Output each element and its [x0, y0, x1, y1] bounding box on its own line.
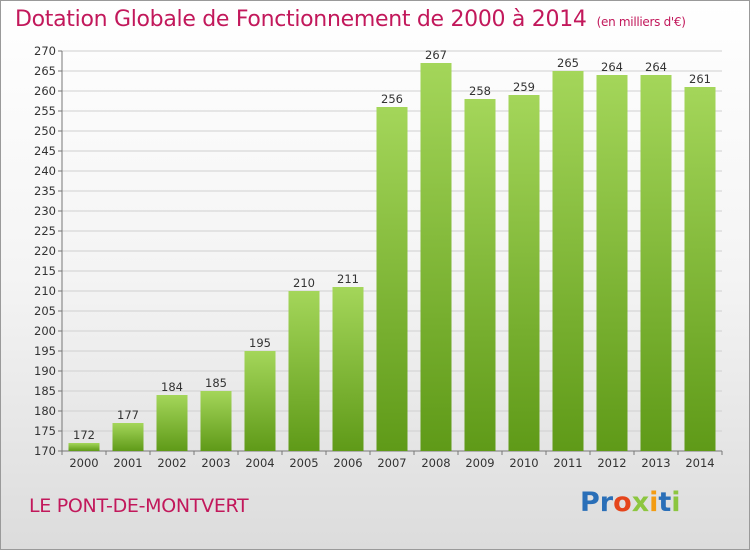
x-tick-label: 2006	[333, 456, 362, 470]
y-tick-label: 175	[34, 424, 56, 438]
y-tick-label: 270	[34, 44, 56, 58]
y-tick-label: 225	[34, 224, 56, 238]
proxiti-logo: Proxiti	[580, 487, 681, 518]
title-text: Dotation Globale de Fonctionnement de 20…	[15, 7, 587, 32]
y-tick-label: 220	[34, 244, 56, 258]
y-tick-label: 185	[34, 384, 56, 398]
bar	[112, 423, 144, 451]
y-tick-label: 190	[34, 364, 56, 378]
chart-title: Dotation Globale de Fonctionnement de 20…	[15, 7, 686, 32]
title-unit: (en milliers d'€)	[596, 15, 686, 29]
bars	[68, 63, 716, 451]
bar-value-label: 210	[293, 276, 315, 290]
x-tick-label: 2007	[377, 456, 406, 470]
bar-value-label: 172	[73, 428, 95, 442]
bar	[684, 87, 716, 451]
labels: 170 175 180 185 190 195 200 205 210 215 220 225 230 2…	[34, 44, 715, 470]
y-tick-label: 195	[34, 344, 56, 358]
logo-letter: o	[613, 487, 632, 518]
y-tick-label: 265	[34, 64, 56, 78]
bar-value-label: 259	[513, 80, 535, 94]
bar-value-label: 261	[689, 72, 711, 86]
bar-value-label: 258	[469, 84, 491, 98]
y-tick-label: 245	[34, 144, 56, 158]
bar	[332, 287, 364, 451]
logo-letter: r	[599, 487, 614, 518]
bar-value-label: 211	[337, 272, 359, 286]
bar	[376, 107, 408, 451]
x-tick-label: 2003	[201, 456, 230, 470]
logo-letter: i	[671, 487, 681, 518]
bar	[200, 391, 232, 451]
y-tick-label: 170	[34, 444, 56, 458]
y-tick-label: 250	[34, 124, 56, 138]
x-tick-label: 2004	[245, 456, 274, 470]
bar-value-label: 264	[601, 60, 623, 74]
bar	[156, 395, 188, 451]
x-tick-label: 2014	[685, 456, 714, 470]
x-tick-label: 2001	[113, 456, 142, 470]
bar	[288, 291, 320, 451]
x-tick-label: 2010	[509, 456, 538, 470]
bar-value-label: 177	[117, 408, 139, 422]
y-tick-label: 235	[34, 184, 56, 198]
x-tick-label: 2009	[465, 456, 494, 470]
bar	[68, 443, 100, 451]
bar	[640, 75, 672, 451]
x-tick-label: 2013	[641, 456, 670, 470]
x-tick-label: 2002	[157, 456, 186, 470]
bar	[508, 95, 540, 451]
bar	[596, 75, 628, 451]
x-tick-label: 2012	[597, 456, 626, 470]
x-tick-label: 2011	[553, 456, 582, 470]
bar	[420, 63, 452, 451]
bar	[464, 99, 496, 451]
y-tick-label: 205	[34, 304, 56, 318]
y-tick-label: 215	[34, 264, 56, 278]
bar-value-label: 185	[205, 376, 227, 390]
bar-value-label: 265	[557, 56, 579, 70]
logo-letter: x	[631, 487, 650, 518]
y-tick-label: 240	[34, 164, 56, 178]
y-tick-label: 255	[34, 104, 56, 118]
y-tick-label: 260	[34, 84, 56, 98]
y-tick-label: 210	[34, 284, 56, 298]
x-tick-label: 2005	[289, 456, 318, 470]
bar-value-label: 195	[249, 336, 271, 350]
bar-value-label: 184	[161, 380, 183, 394]
bar-value-label: 256	[381, 92, 403, 106]
y-tick-label: 230	[34, 204, 56, 218]
x-tick-label: 2008	[421, 456, 450, 470]
y-tick-label: 200	[34, 324, 56, 338]
bar-value-label: 264	[645, 60, 667, 74]
logo-letter: P	[580, 487, 600, 518]
y-tick-label: 180	[34, 404, 56, 418]
bar	[244, 351, 276, 451]
logo-letter: i	[649, 487, 659, 518]
logo-letter: t	[658, 487, 672, 518]
bar	[552, 71, 584, 451]
commune-name: LE PONT-DE-MONTVERT	[29, 495, 249, 517]
x-tick-label: 2000	[69, 456, 98, 470]
bar-value-label: 267	[425, 48, 447, 62]
